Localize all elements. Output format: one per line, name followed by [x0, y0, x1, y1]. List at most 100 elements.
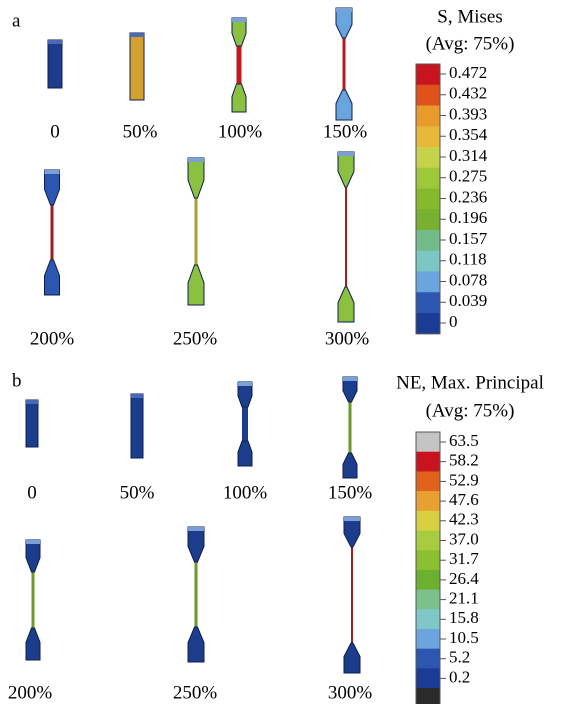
grip-bottom [338, 287, 354, 322]
legend-swatch [416, 251, 440, 272]
grip-face [188, 527, 204, 531]
grip-face [238, 382, 252, 386]
neck [349, 402, 352, 453]
legend-label: 0.275 [449, 167, 487, 186]
legend-swatch [416, 570, 440, 590]
legend-label: 15.8 [449, 608, 479, 627]
specimen [26, 540, 40, 660]
legend-label: 47.6 [449, 490, 479, 509]
specimen-label: 0 [27, 482, 37, 503]
specimen [338, 152, 354, 322]
legend-label: 0.236 [449, 187, 487, 206]
legend-swatch [416, 590, 440, 610]
grip-face [232, 18, 246, 22]
legend-label: 26.4 [449, 569, 479, 588]
grip-top [344, 517, 360, 547]
specimen [130, 33, 144, 100]
legend-swatch [416, 106, 440, 127]
legend-swatch [416, 491, 440, 511]
specimen-face [48, 40, 62, 44]
legend-label: 0 [449, 312, 458, 331]
legend-swatch [416, 147, 440, 168]
grip-face [26, 540, 40, 544]
specimen [26, 400, 38, 447]
legend-swatch [416, 432, 440, 452]
legend-label: 0.354 [449, 125, 488, 144]
legend-label: 0.2 [449, 667, 470, 686]
specimen-label: 150% [328, 482, 373, 503]
grip-top [26, 540, 40, 572]
neck [242, 407, 248, 441]
panel-label: a [12, 10, 21, 31]
legend-swatch [416, 452, 440, 472]
specimen-label: 300% [328, 682, 373, 703]
legend-label: 31.7 [449, 549, 479, 568]
grip-bottom [336, 90, 352, 120]
grip-face [338, 152, 354, 156]
specimen [238, 382, 252, 466]
legend-swatch [416, 550, 440, 570]
specimen [343, 377, 357, 478]
legend-swatch [416, 688, 440, 704]
specimen-label: 100% [223, 482, 268, 503]
specimen-label: 300% [325, 328, 370, 349]
specimen-body [48, 40, 62, 88]
legend-swatch [416, 649, 440, 669]
legend-swatch [416, 531, 440, 551]
specimen-label: 0 [50, 121, 60, 142]
specimen-label: 50% [123, 121, 158, 142]
specimen-face [131, 394, 143, 398]
specimen-body [26, 400, 38, 447]
legend-label: 42.3 [449, 510, 479, 529]
grip-top [336, 8, 352, 38]
legend-label: 58.2 [449, 451, 479, 470]
legend-label: 0.472 [449, 63, 487, 82]
neck [345, 187, 347, 287]
legend-swatch [416, 272, 440, 293]
legend-label: 5.2 [449, 648, 470, 667]
grip-face [336, 8, 352, 12]
legend-swatch [416, 168, 440, 189]
legend-label: 0.078 [449, 270, 487, 289]
neck [195, 562, 198, 627]
neck [32, 572, 35, 628]
specimen [45, 170, 60, 295]
grip-face [188, 158, 204, 162]
specimen-label: 150% [323, 121, 368, 142]
page: {"panels": [ {"label": "a", "legend": {"… [0, 0, 568, 709]
legend-title: S, Mises [437, 6, 502, 27]
legend-swatch [416, 629, 440, 649]
legend-title: (Avg: 75%) [426, 400, 515, 421]
specimen-label: 200% [30, 328, 75, 349]
neck [351, 547, 353, 643]
grip-top [338, 152, 354, 187]
legend-swatch [416, 64, 440, 85]
grip-bottom [232, 84, 246, 112]
grip-top [45, 170, 60, 205]
legend-swatch [416, 609, 440, 629]
grip-bottom [188, 627, 204, 662]
legend-label: 0.314 [449, 146, 488, 165]
figure: a S, Mises (Avg: 75%) 0.472 0.4320.393 0.354 0… [0, 0, 568, 704]
legend-label: 21.1 [449, 589, 479, 608]
specimen-label: 100% [218, 121, 263, 142]
grip-face [344, 517, 360, 521]
grip-bottom [238, 441, 252, 466]
legend-label: 0.432 [449, 84, 487, 103]
specimen [188, 158, 204, 305]
legend-swatch [416, 85, 440, 106]
grip-face [343, 377, 357, 381]
legend-label: 52.9 [449, 470, 479, 489]
grip-top [232, 18, 246, 46]
legend-label: 63.5 [449, 431, 479, 450]
grip-bottom [188, 265, 204, 305]
specimen-face [130, 33, 144, 37]
legend-swatch [416, 668, 440, 688]
legend-swatch [416, 189, 440, 210]
grip-bottom [45, 260, 60, 295]
neck [237, 46, 242, 84]
specimen-label: 200% [8, 682, 53, 703]
legend-label: 0.393 [449, 104, 487, 123]
